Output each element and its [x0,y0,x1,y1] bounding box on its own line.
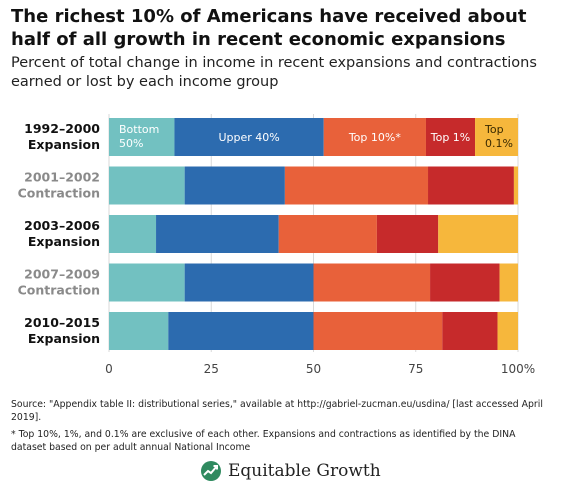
bar-row0-series3 [425,118,476,156]
bar-row2-series1 [156,215,279,253]
bar-row3-series3 [430,263,500,302]
x-tick-label-2: 50 [306,362,321,376]
bar-row1-series2 [284,166,429,205]
series-label-4-1: 0.1% [485,137,513,150]
growth-leaf-icon [201,461,221,481]
bar-row4-series1 [168,312,314,350]
x-tick-label-0: 0 [105,362,113,376]
bar-row4-series0 [109,312,169,350]
bar-row3-series2 [313,263,431,302]
logo-text: Equitable Growth [228,461,381,481]
equitable-growth-logo: Equitable Growth [200,458,381,484]
category-label-1-1: Contraction [18,186,100,201]
series-label-0-0: Bottom [119,123,159,136]
bar-row0-series4 [475,118,518,156]
category-label-2-0: 2003–2006 [24,218,100,233]
bar-row1-series0 [109,166,185,205]
chart-title: The richest 10% of Americans have receiv… [11,6,527,50]
bar-row2-series0 [109,215,157,253]
bar-row3-series1 [184,263,314,302]
bar-row1-series3 [428,166,514,205]
bar-row0-series2 [323,118,426,156]
source-note: Source: "Appendix table II: distribution… [11,399,543,423]
x-tick-label-4: 100% [501,362,535,376]
series-label-4-0: Top [484,123,504,136]
bar-row2-series2 [278,215,377,253]
series-label-0-1: 50% [119,137,143,150]
category-label-4-0: 2010–2015 [24,315,100,330]
bar-row4-series2 [313,312,443,350]
bar-row0-series1 [174,118,324,156]
bar-row2-series3 [376,215,439,253]
bar-row1-series4 [513,166,518,205]
category-label-0-1: Expansion [28,137,100,152]
category-label-3-0: 2007–2009 [24,267,100,282]
bar-row2-series4 [438,215,518,253]
bar-row4-series4 [497,312,518,350]
x-tick-label-1: 25 [204,362,219,376]
category-label-3-1: Contraction [18,283,100,298]
series-label-2-0: Top 10%* [348,131,402,144]
category-label-2-1: Expansion [28,234,100,249]
category-label-0-0: 1992–2000 [24,121,100,136]
series-label-3-0: Top 1% [430,131,471,144]
x-tick-label-3: 75 [408,362,423,376]
bar-row1-series1 [184,166,285,205]
bar-row4-series3 [442,312,498,350]
stacked-bar-chart: 1992–2000Expansion2001–2002Contraction20… [18,114,535,376]
chart-subtitle: Percent of total change in income in rec… [11,55,537,90]
category-label-4-1: Expansion [28,331,100,346]
bar-row3-series4 [499,263,518,302]
category-label-1-0: 2001–2002 [24,170,100,185]
bar-row0-series0 [109,118,175,156]
bar-row3-series0 [109,263,185,302]
series-label-1-0: Upper 40% [218,131,279,144]
footnote: * Top 10%, 1%, and 0.1% are exclusive of… [11,429,516,453]
